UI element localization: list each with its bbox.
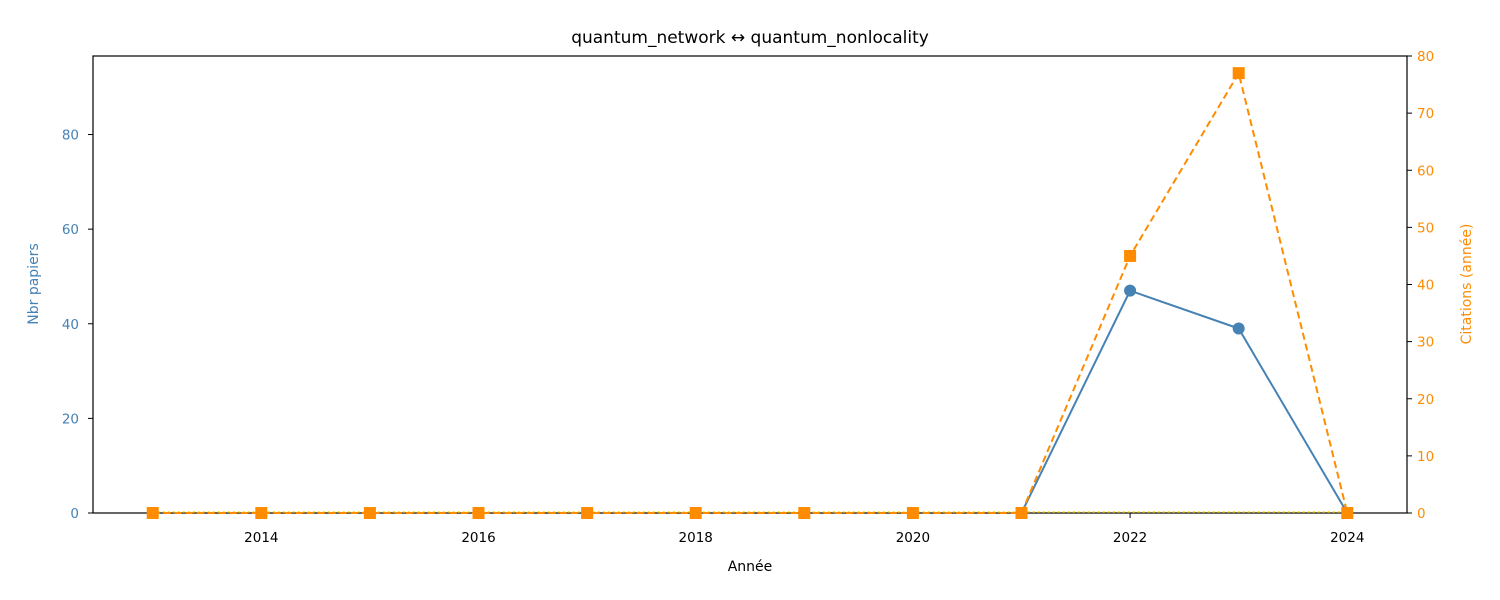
y-right-tick-label: 80 — [1417, 49, 1434, 65]
x-axis-label: Année — [728, 559, 773, 575]
series-citations-point — [363, 507, 376, 519]
x-tick-label: 2020 — [896, 530, 930, 546]
y-right-tick-label: 10 — [1417, 449, 1434, 465]
series-citations-point — [472, 507, 485, 519]
series-citations-point — [255, 507, 268, 519]
series-papers-point — [1232, 322, 1245, 335]
x-tick-label: 2024 — [1330, 530, 1364, 546]
y-left-tick-label: 80 — [62, 128, 79, 144]
y-right-tick-label: 60 — [1417, 163, 1434, 179]
y-right-tick-label: 0 — [1417, 506, 1426, 522]
y-left-tick-label: 0 — [70, 506, 79, 522]
x-tick-label: 2022 — [1113, 530, 1147, 546]
series-citations-point — [146, 507, 159, 519]
series-citations-point — [1232, 67, 1245, 80]
series-citations-point — [1124, 249, 1137, 262]
y-axis-label-right: Citations (année) — [1459, 224, 1475, 345]
x-tick-label: 2018 — [679, 530, 713, 546]
y-right-tick-label: 50 — [1417, 220, 1434, 236]
series-papers-line — [1020, 289, 1349, 514]
plot-area: 2014 2016 2018 2020 2022 2024 0 20 40 60 80 0 10 20 30… — [62, 49, 1434, 546]
chart-title: quantum_network ↔ quantum_nonlocality — [571, 28, 929, 48]
y-axis-label-left: Nbr papiers — [26, 243, 42, 324]
y-right-tick-label: 70 — [1417, 106, 1434, 122]
y-left-tick-label: 20 — [62, 411, 79, 427]
series-citations-point — [689, 507, 702, 519]
y-left-tick-label: 60 — [62, 222, 79, 238]
series-citations-point — [798, 507, 811, 519]
series-citations-point — [1341, 507, 1354, 519]
series-citations-point — [581, 507, 594, 519]
x-tick-label: 2014 — [244, 530, 278, 546]
y-right-tick-label: 30 — [1417, 335, 1434, 351]
plot-frame — [92, 55, 1408, 514]
series-citations-line — [152, 70, 1349, 514]
y-right-tick-label: 20 — [1417, 392, 1434, 408]
x-tick-label: 2016 — [461, 530, 495, 546]
y-left-tick-label: 40 — [62, 317, 79, 333]
series-papers-point — [1124, 284, 1137, 297]
series-citations-point — [1015, 507, 1028, 519]
y-right-tick-label: 40 — [1417, 278, 1434, 294]
series-citations-point — [906, 507, 919, 519]
